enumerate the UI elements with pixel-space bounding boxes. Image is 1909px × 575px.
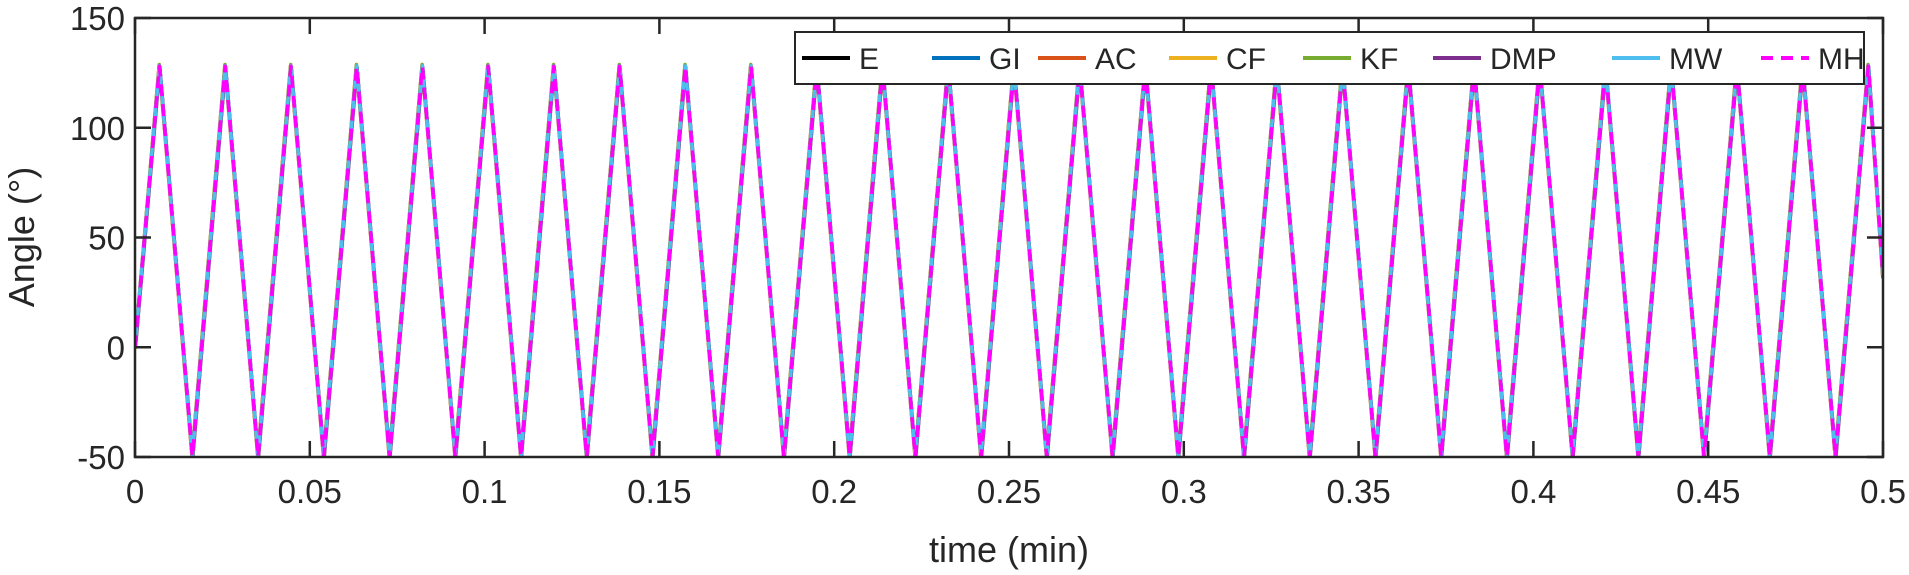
legend: E GI AC CF KF DMP MW MH [794,31,1865,85]
x-axis-label: time (min) [929,529,1089,570]
y-tick-label: 150 [70,0,125,37]
y-axis-label: Angle (°) [1,167,42,307]
x-tick-label: 0.2 [811,473,857,510]
x-tick-label: 0.1 [462,473,508,510]
y-tick-label: 100 [70,110,125,147]
x-tick-label: 0.35 [1326,473,1390,510]
x-tick-label: 0.5 [1860,473,1906,510]
x-tick-label: 0.4 [1510,473,1556,510]
x-tick-label: 0.15 [627,473,691,510]
legend-label-mw: MW [1669,43,1723,76]
legend-label-gi: GI [989,43,1021,76]
legend-label-kf: KF [1360,43,1398,76]
y-tick-label: -50 [77,439,125,476]
x-tick-label: 0 [126,473,144,510]
x-tick-label: 0.25 [977,473,1041,510]
legend-label-ac: AC [1095,43,1137,76]
plot-lines [135,62,1883,457]
y-tick-label: 0 [107,329,125,366]
axis-ticks [133,16,1885,459]
legend-label-dmp: DMP [1490,43,1557,76]
legend-label-cf: CF [1226,43,1266,76]
legend-label-e: E [859,43,879,76]
legend-label-mh: MH [1818,43,1865,76]
x-tick-label: 0.3 [1161,473,1207,510]
x-tick-label: 0.05 [278,473,342,510]
x-tick-label: 0.45 [1676,473,1740,510]
tick-labels: 0 0.05 0.1 0.15 0.2 0.25 0.3 0.35 0.4 0.45 0.5-500… [70,0,1906,510]
y-tick-label: 50 [88,220,125,257]
